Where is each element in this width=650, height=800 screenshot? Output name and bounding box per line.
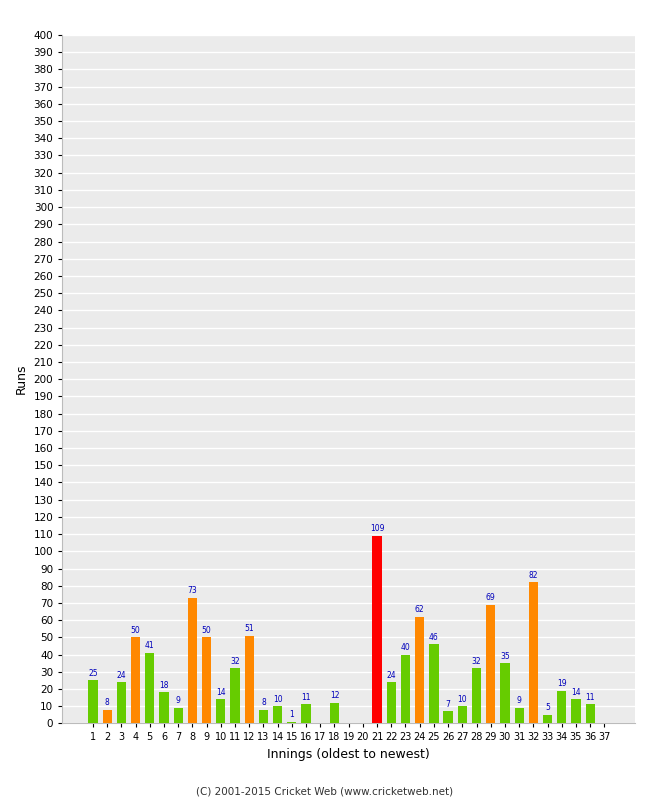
Text: 73: 73 <box>188 586 198 595</box>
Bar <box>586 705 595 723</box>
Text: 69: 69 <box>486 593 495 602</box>
Text: 1: 1 <box>289 710 294 719</box>
Bar <box>387 682 396 723</box>
Text: 19: 19 <box>557 679 567 688</box>
Text: 10: 10 <box>273 694 283 704</box>
Bar <box>443 711 452 723</box>
Text: 25: 25 <box>88 669 98 678</box>
Text: 11: 11 <box>586 693 595 702</box>
Bar <box>117 682 126 723</box>
Bar <box>188 598 197 723</box>
Bar <box>88 680 98 723</box>
Text: 7: 7 <box>446 700 450 709</box>
Text: 32: 32 <box>230 657 240 666</box>
Text: 14: 14 <box>216 688 226 697</box>
Bar <box>216 699 226 723</box>
Bar <box>543 715 552 723</box>
Text: 62: 62 <box>415 605 424 614</box>
Bar <box>515 708 524 723</box>
Bar <box>202 638 211 723</box>
Text: 18: 18 <box>159 681 169 690</box>
Bar <box>103 710 112 723</box>
Bar <box>429 644 439 723</box>
Bar <box>230 668 240 723</box>
Bar <box>287 722 296 723</box>
Text: 10: 10 <box>458 694 467 704</box>
Text: 5: 5 <box>545 703 550 712</box>
Text: 14: 14 <box>571 688 580 697</box>
Bar <box>571 699 580 723</box>
Text: (C) 2001-2015 Cricket Web (www.cricketweb.net): (C) 2001-2015 Cricket Web (www.cricketwe… <box>196 786 454 796</box>
Bar <box>557 690 566 723</box>
Text: 50: 50 <box>202 626 211 634</box>
Bar <box>174 708 183 723</box>
Bar <box>415 617 424 723</box>
Text: 8: 8 <box>261 698 266 707</box>
Text: 24: 24 <box>116 670 126 679</box>
Bar <box>273 706 282 723</box>
Text: 24: 24 <box>387 670 396 679</box>
Bar <box>330 702 339 723</box>
Text: 11: 11 <box>302 693 311 702</box>
Text: 51: 51 <box>244 624 254 633</box>
X-axis label: Innings (oldest to newest): Innings (oldest to newest) <box>267 748 430 761</box>
Text: 9: 9 <box>517 696 521 706</box>
Bar <box>244 636 254 723</box>
Text: 82: 82 <box>528 570 538 580</box>
Text: 12: 12 <box>330 691 339 700</box>
Bar <box>145 653 155 723</box>
Bar <box>472 668 481 723</box>
Text: 32: 32 <box>472 657 481 666</box>
Bar <box>159 693 168 723</box>
Text: 50: 50 <box>131 626 140 634</box>
Text: 46: 46 <box>429 633 439 642</box>
Text: 41: 41 <box>145 642 155 650</box>
Text: 8: 8 <box>105 698 110 707</box>
Y-axis label: Runs: Runs <box>15 364 28 394</box>
Text: 40: 40 <box>400 643 410 652</box>
Bar <box>458 706 467 723</box>
Text: 35: 35 <box>500 651 510 661</box>
Bar <box>528 582 538 723</box>
Bar <box>486 605 495 723</box>
Bar <box>131 638 140 723</box>
Text: 9: 9 <box>176 696 181 706</box>
Bar <box>259 710 268 723</box>
Bar <box>500 663 510 723</box>
Text: 109: 109 <box>370 524 384 534</box>
Bar <box>401 654 410 723</box>
Bar <box>372 536 382 723</box>
Bar <box>302 705 311 723</box>
